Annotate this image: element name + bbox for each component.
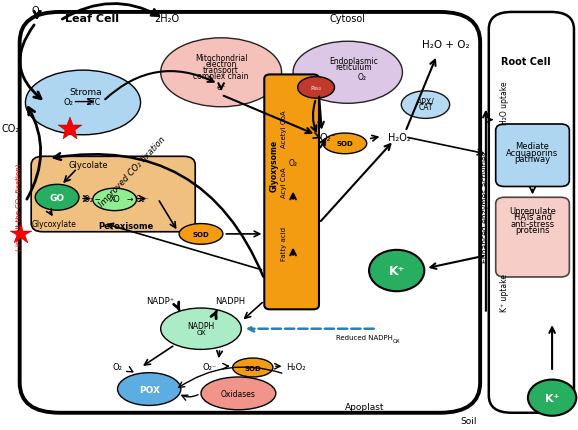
Text: O₂: O₂ (358, 73, 366, 82)
Text: O₂ ─: O₂ ─ (84, 195, 99, 203)
Text: Acquaporins: Acquaporins (506, 148, 559, 157)
Ellipse shape (161, 39, 281, 108)
Text: Upregulate: Upregulate (509, 206, 556, 215)
Text: Reduced NADPH: Reduced NADPH (336, 335, 393, 341)
Text: OX: OX (393, 338, 401, 344)
FancyBboxPatch shape (31, 157, 195, 232)
Ellipse shape (201, 377, 276, 410)
Text: POX: POX (139, 385, 160, 393)
Text: pathway: pathway (514, 155, 551, 163)
Text: SOD: SOD (192, 231, 209, 237)
Text: K⁺ uptake: K⁺ uptake (500, 273, 509, 311)
Text: K⁺: K⁺ (545, 393, 560, 403)
Text: K⁺: K⁺ (388, 264, 405, 277)
Text: HATs and: HATs and (513, 213, 551, 221)
Ellipse shape (401, 92, 450, 119)
FancyBboxPatch shape (496, 198, 569, 277)
Text: XO: XO (109, 195, 120, 203)
Text: Mitochondrial: Mitochondrial (195, 54, 247, 62)
Text: ( inhibit the CO₂ fixation): ( inhibit the CO₂ fixation) (15, 163, 22, 250)
Text: Enhanced enzymes activities: Enhanced enzymes activities (481, 151, 490, 262)
Text: anti-stress: anti-stress (510, 219, 554, 228)
Ellipse shape (293, 42, 402, 104)
Text: proteins: proteins (515, 226, 550, 234)
Text: Improved CO₂ fixation: Improved CO₂ fixation (97, 135, 167, 209)
Text: NADP⁺: NADP⁺ (147, 297, 175, 305)
Circle shape (528, 380, 576, 416)
Text: Oxidases: Oxidases (221, 389, 256, 398)
Text: NADPH: NADPH (214, 297, 245, 305)
Text: Peroxisome: Peroxisome (98, 221, 154, 230)
FancyBboxPatch shape (20, 13, 480, 413)
Text: O₂: O₂ (113, 362, 123, 371)
Ellipse shape (323, 134, 367, 154)
Text: electron: electron (205, 60, 237, 69)
Text: Root Cell: Root Cell (501, 57, 551, 68)
Ellipse shape (35, 185, 79, 211)
Text: → O₂⁻: → O₂⁻ (127, 195, 149, 203)
Ellipse shape (179, 224, 223, 245)
Ellipse shape (161, 308, 241, 350)
Text: Glycolate: Glycolate (69, 161, 109, 170)
Text: GO: GO (50, 194, 65, 202)
FancyBboxPatch shape (489, 13, 574, 413)
Text: NADPH: NADPH (187, 322, 214, 330)
Text: Leaf Cell: Leaf Cell (65, 14, 118, 25)
Text: OX: OX (196, 329, 206, 335)
Text: Soil: Soil (461, 416, 477, 425)
Text: O₂: O₂ (64, 98, 73, 107)
Text: Glyoxysome: Glyoxysome (270, 140, 279, 191)
Text: ETC: ETC (86, 98, 101, 107)
Ellipse shape (25, 71, 140, 135)
Text: Cytosol: Cytosol (330, 14, 366, 25)
Text: complex chain: complex chain (194, 72, 249, 81)
Text: 2H₂O: 2H₂O (154, 14, 179, 25)
Text: reticulum: reticulum (335, 63, 372, 71)
Text: SOD: SOD (244, 365, 261, 371)
Text: H₂O₂: H₂O₂ (388, 132, 411, 143)
Text: SOD: SOD (336, 141, 353, 147)
Ellipse shape (93, 189, 136, 211)
FancyBboxPatch shape (496, 125, 569, 187)
Text: CO₂: CO₂ (2, 124, 20, 134)
Text: H₂O + O₂: H₂O + O₂ (422, 40, 469, 50)
Ellipse shape (232, 358, 273, 377)
Ellipse shape (117, 373, 181, 405)
Text: Fatty acid: Fatty acid (281, 226, 287, 260)
Text: CAT: CAT (418, 103, 433, 112)
Text: Glycoxylate: Glycoxylate (32, 219, 77, 228)
Text: Stroma: Stroma (69, 88, 102, 97)
Text: H₂O uptake: H₂O uptake (500, 81, 509, 125)
Text: Apoplast: Apoplast (345, 402, 385, 411)
FancyBboxPatch shape (264, 75, 319, 310)
Text: O₂: O₂ (31, 6, 43, 16)
Ellipse shape (298, 77, 335, 99)
Text: P₄₅₀: P₄₅₀ (310, 86, 321, 91)
Circle shape (369, 250, 424, 292)
Text: Endoplasmic: Endoplasmic (329, 57, 378, 65)
Text: O₂⁻: O₂⁻ (319, 132, 336, 143)
Text: transport: transport (203, 66, 239, 75)
Text: APX/: APX/ (417, 98, 434, 106)
Text: Mediate: Mediate (516, 142, 550, 150)
Text: Acetyl CoA: Acetyl CoA (281, 110, 287, 148)
Text: Acyl CoA: Acyl CoA (281, 167, 287, 198)
Text: H₂O₂: H₂O₂ (286, 362, 306, 371)
Text: O₂⁻: O₂⁻ (202, 362, 217, 371)
Text: O₂: O₂ (288, 159, 298, 168)
Text: e⁻: e⁻ (216, 83, 226, 92)
